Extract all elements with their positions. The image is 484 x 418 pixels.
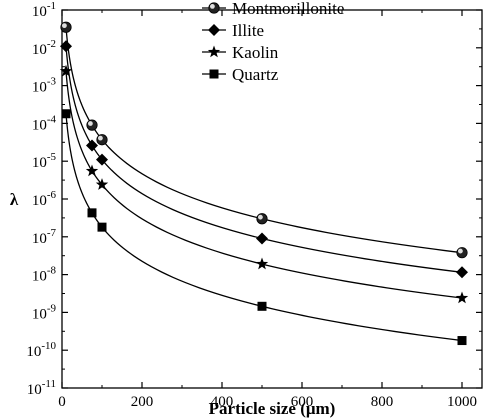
data-point-kaolin xyxy=(95,178,109,190)
y-tick-label: 10-9 xyxy=(32,302,57,322)
y-tick-label: 10-2 xyxy=(32,38,56,58)
data-point-quartz xyxy=(457,336,467,346)
legend-label: Illite xyxy=(232,21,264,40)
legend-marker-kaolin xyxy=(207,45,221,58)
x-axis-title: Particle size (μm) xyxy=(209,399,336,418)
data-point-illite xyxy=(86,139,98,152)
x-tick-label: 400 xyxy=(211,394,234,410)
data-point-quartz xyxy=(61,109,71,119)
data-point-quartz xyxy=(257,301,267,311)
y-tick-label: 10-3 xyxy=(32,76,57,96)
legend-label: Montmorillonite xyxy=(232,0,344,18)
data-point-montmorillonite-highlight xyxy=(458,248,463,254)
y-axis-title: λ xyxy=(10,190,19,209)
y-tick-label: 10-4 xyxy=(32,113,57,133)
y-tick-label: 10-7 xyxy=(32,227,57,247)
x-tick-label: 600 xyxy=(291,394,314,410)
data-point-montmorillonite-highlight xyxy=(88,121,93,126)
data-point-montmorillonite-highlight xyxy=(98,135,103,141)
data-point-montmorillonite-highlight xyxy=(258,214,263,220)
y-tick-label: 10-1 xyxy=(32,0,56,20)
y-tick-label: 10-5 xyxy=(32,151,57,171)
x-tick-label: 800 xyxy=(371,394,394,410)
x-tick-label: 200 xyxy=(131,394,154,410)
data-point-montmorillonite-highlight xyxy=(62,23,67,29)
data-point-kaolin xyxy=(59,64,73,77)
y-axis-ticks: 10-1 10-2 10-3 10-4 10-5 10-6 10-7 10-8 10-9 10-1… xyxy=(26,0,482,398)
data-point-illite xyxy=(456,266,468,279)
data-point-kaolin xyxy=(255,257,269,270)
x-tick-label: 1000 xyxy=(447,394,477,410)
data-point-illite xyxy=(96,153,108,166)
data-point-quartz xyxy=(87,208,97,218)
legend-label: Quartz xyxy=(232,65,279,84)
data-point-kaolin xyxy=(85,164,99,177)
legend-label: Kaolin xyxy=(232,43,279,62)
y-tick-label: 10-11 xyxy=(27,378,56,398)
x-axis-ticks: 0 200 400 600 800 1000 xyxy=(58,10,477,410)
y-tick-label: 10-10 xyxy=(26,340,56,360)
series-markers xyxy=(59,21,469,346)
data-point-quartz xyxy=(97,222,107,232)
legend: Montmorillonite Illite Kaolin Quartz xyxy=(202,0,344,84)
legend-marker-illite xyxy=(208,24,220,36)
x-tick-label: 0 xyxy=(58,394,66,410)
legend-marker-montmorillonite-highlight xyxy=(210,4,215,9)
legend-marker-quartz xyxy=(209,69,219,79)
data-point-kaolin xyxy=(455,291,469,304)
y-tick-label: 10-8 xyxy=(32,265,57,285)
data-point-illite xyxy=(256,232,268,245)
data-point-illite xyxy=(60,40,72,53)
y-tick-label: 10-6 xyxy=(32,189,57,209)
